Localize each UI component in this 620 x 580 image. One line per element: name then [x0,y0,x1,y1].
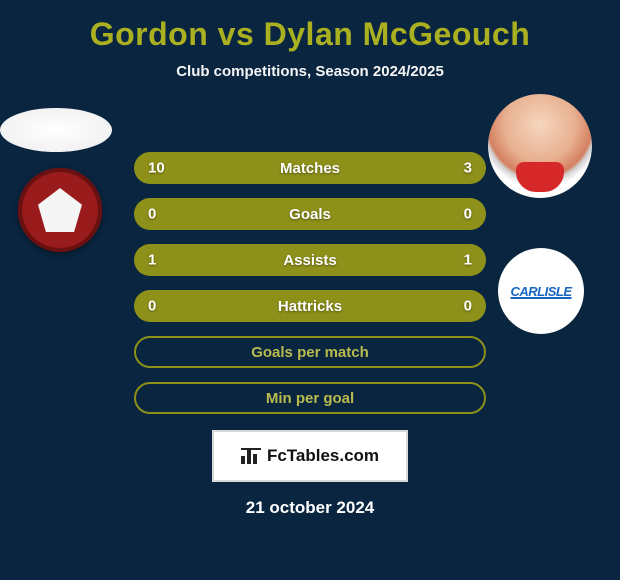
stat-left-value: 1 [148,252,156,269]
stat-label: Matches [280,160,340,177]
stat-left-value: 0 [148,298,156,315]
stat-row-goals-per-match: Goals per match [134,336,486,368]
player-left-avatar [0,108,112,152]
stat-row-hattricks: 0 Hattricks 0 [134,290,486,322]
club-left-logo [18,168,102,252]
club-right-logo: CARLISLE [498,248,584,334]
chart-icon [241,448,261,464]
stat-left-value: 0 [148,206,156,223]
brand-badge: FcTables.com [212,430,408,482]
stat-row-min-per-goal: Min per goal [134,382,486,414]
stat-right-value: 0 [464,206,472,223]
stat-label: Hattricks [278,298,342,315]
stat-row-assists: 1 Assists 1 [134,244,486,276]
stat-label: Assists [283,252,336,269]
comparison-stage: CARLISLE 10 Matches 3 0 Goals 0 1 Assist… [0,108,620,518]
stat-row-goals: 0 Goals 0 [134,198,486,230]
club-right-text: CARLISLE [511,284,572,299]
player-right-avatar [488,94,592,198]
date-text: 21 october 2024 [0,498,620,518]
stat-left-value: 10 [148,160,165,177]
stat-right-value: 0 [464,298,472,315]
stat-label: Goals [289,206,331,223]
stat-row-matches: 10 Matches 3 [134,152,486,184]
page-title: Gordon vs Dylan McGeouch [0,10,620,63]
stat-right-value: 3 [464,160,472,177]
stat-label: Goals per match [251,344,369,361]
stat-label: Min per goal [266,390,354,407]
brand-text: FcTables.com [267,446,379,466]
stat-right-value: 1 [464,252,472,269]
